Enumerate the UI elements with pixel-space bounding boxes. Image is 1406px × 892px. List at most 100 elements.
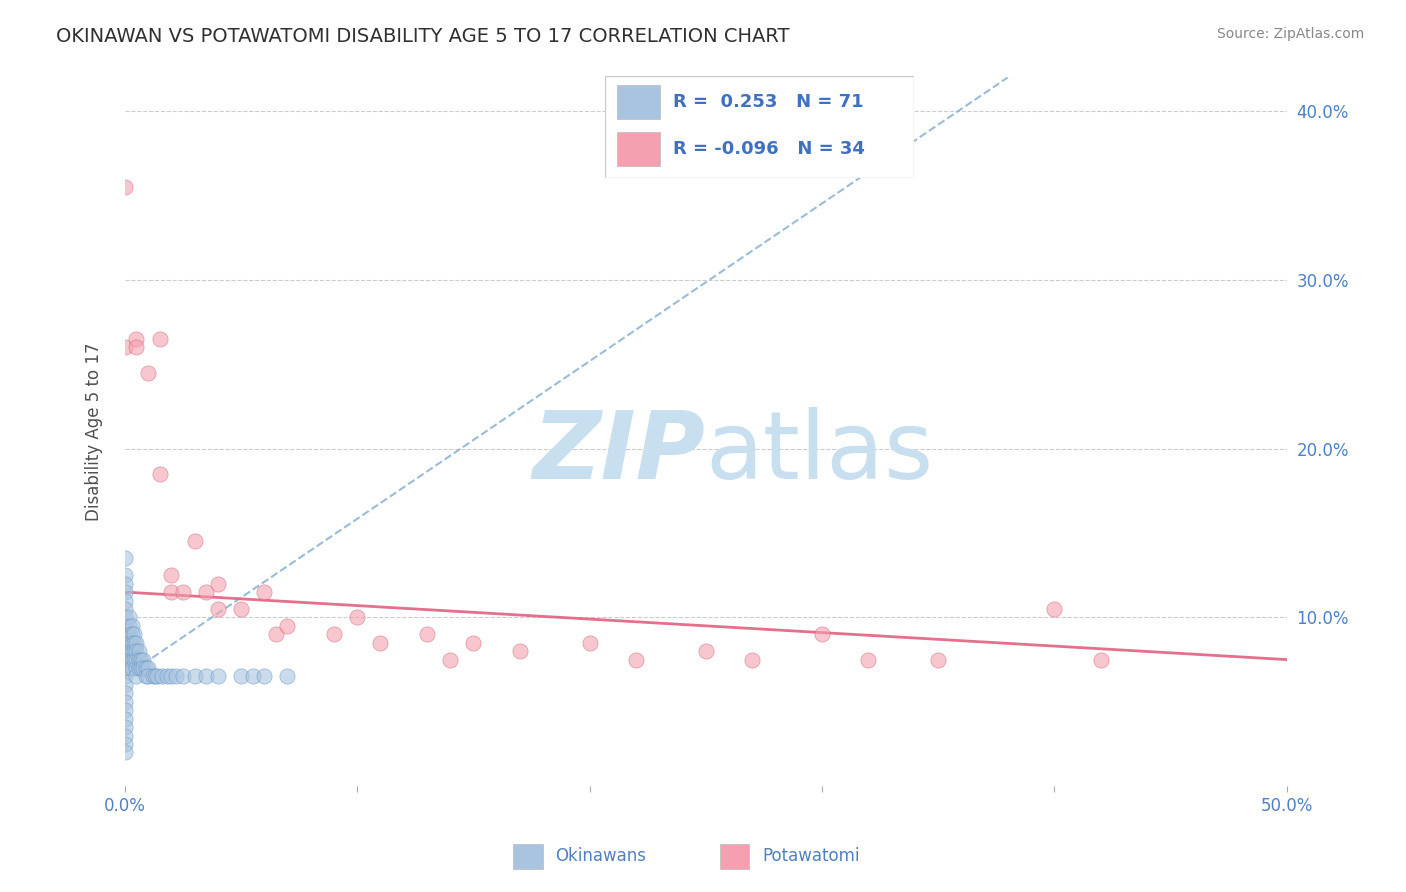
Point: [172, 585, 194, 599]
Point: [463, 636, 485, 650]
Point: [121, 661, 143, 675]
Point: [118, 644, 141, 658]
Point: [149, 332, 172, 346]
Point: [416, 627, 439, 641]
Point: [118, 661, 141, 675]
Point: [160, 669, 183, 683]
Point: [207, 602, 229, 616]
Point: [509, 644, 531, 658]
Point: [114, 712, 136, 726]
Point: [165, 669, 187, 683]
Point: [156, 669, 179, 683]
Text: Source: ZipAtlas.com: Source: ZipAtlas.com: [1216, 27, 1364, 41]
Point: [264, 627, 287, 641]
Point: [125, 340, 148, 354]
Point: [346, 610, 368, 624]
Text: R =  0.253   N = 71: R = 0.253 N = 71: [672, 93, 863, 111]
Point: [114, 729, 136, 743]
Point: [128, 652, 150, 666]
Point: [149, 467, 172, 481]
Point: [114, 669, 136, 683]
Point: [129, 661, 152, 675]
Point: [121, 619, 143, 633]
Point: [114, 745, 136, 759]
Point: [114, 340, 136, 354]
Text: Okinawans: Okinawans: [555, 847, 647, 865]
Point: [129, 652, 152, 666]
Point: [143, 669, 166, 683]
Bar: [720, 844, 749, 869]
Point: [242, 669, 264, 683]
Point: [125, 669, 148, 683]
Point: [114, 686, 136, 700]
FancyBboxPatch shape: [605, 76, 914, 178]
Bar: [617, 85, 661, 119]
Point: [135, 669, 157, 683]
Point: [135, 661, 157, 675]
Point: [114, 695, 136, 709]
Bar: [617, 132, 661, 166]
Point: [121, 652, 143, 666]
Point: [122, 644, 145, 658]
Point: [114, 678, 136, 692]
Point: [118, 610, 141, 624]
Text: OKINAWAN VS POTAWATOMI DISABILITY AGE 5 TO 17 CORRELATION CHART: OKINAWAN VS POTAWATOMI DISABILITY AGE 5 …: [56, 27, 790, 45]
Point: [811, 627, 834, 641]
Point: [114, 610, 136, 624]
Point: [128, 644, 150, 658]
Text: ZIP: ZIP: [533, 407, 706, 499]
Point: [132, 652, 155, 666]
Text: Potawatomi: Potawatomi: [762, 847, 859, 865]
Point: [114, 593, 136, 607]
Point: [229, 669, 252, 683]
Text: atlas: atlas: [706, 407, 934, 499]
Point: [114, 652, 136, 666]
Point: [195, 585, 218, 599]
Point: [150, 669, 173, 683]
Point: [1090, 652, 1112, 666]
Point: [125, 661, 148, 675]
Point: [118, 619, 141, 633]
Bar: [513, 844, 543, 869]
Point: [118, 636, 141, 650]
Point: [114, 602, 136, 616]
Point: [114, 703, 136, 717]
Point: [114, 636, 136, 650]
Point: [114, 576, 136, 591]
Point: [439, 652, 461, 666]
Y-axis label: Disability Age 5 to 17: Disability Age 5 to 17: [86, 343, 103, 521]
Point: [578, 636, 600, 650]
Point: [125, 652, 148, 666]
Point: [132, 661, 155, 675]
Point: [128, 661, 150, 675]
Point: [160, 568, 183, 582]
Point: [121, 627, 143, 641]
Point: [125, 636, 148, 650]
Point: [253, 669, 276, 683]
Point: [146, 669, 169, 683]
Point: [183, 669, 205, 683]
Point: [229, 602, 252, 616]
Point: [624, 652, 647, 666]
Point: [183, 534, 205, 549]
Point: [114, 551, 136, 566]
Point: [114, 720, 136, 734]
Point: [114, 585, 136, 599]
Point: [114, 619, 136, 633]
Point: [323, 627, 346, 641]
Point: [207, 576, 229, 591]
Point: [114, 568, 136, 582]
Point: [370, 636, 392, 650]
Point: [207, 669, 229, 683]
Point: [741, 652, 763, 666]
Point: [122, 652, 145, 666]
Point: [142, 669, 165, 683]
Point: [695, 644, 717, 658]
Point: [118, 627, 141, 641]
Point: [118, 652, 141, 666]
Point: [172, 669, 194, 683]
Point: [276, 669, 298, 683]
Point: [122, 636, 145, 650]
Point: [114, 627, 136, 641]
Point: [114, 644, 136, 658]
